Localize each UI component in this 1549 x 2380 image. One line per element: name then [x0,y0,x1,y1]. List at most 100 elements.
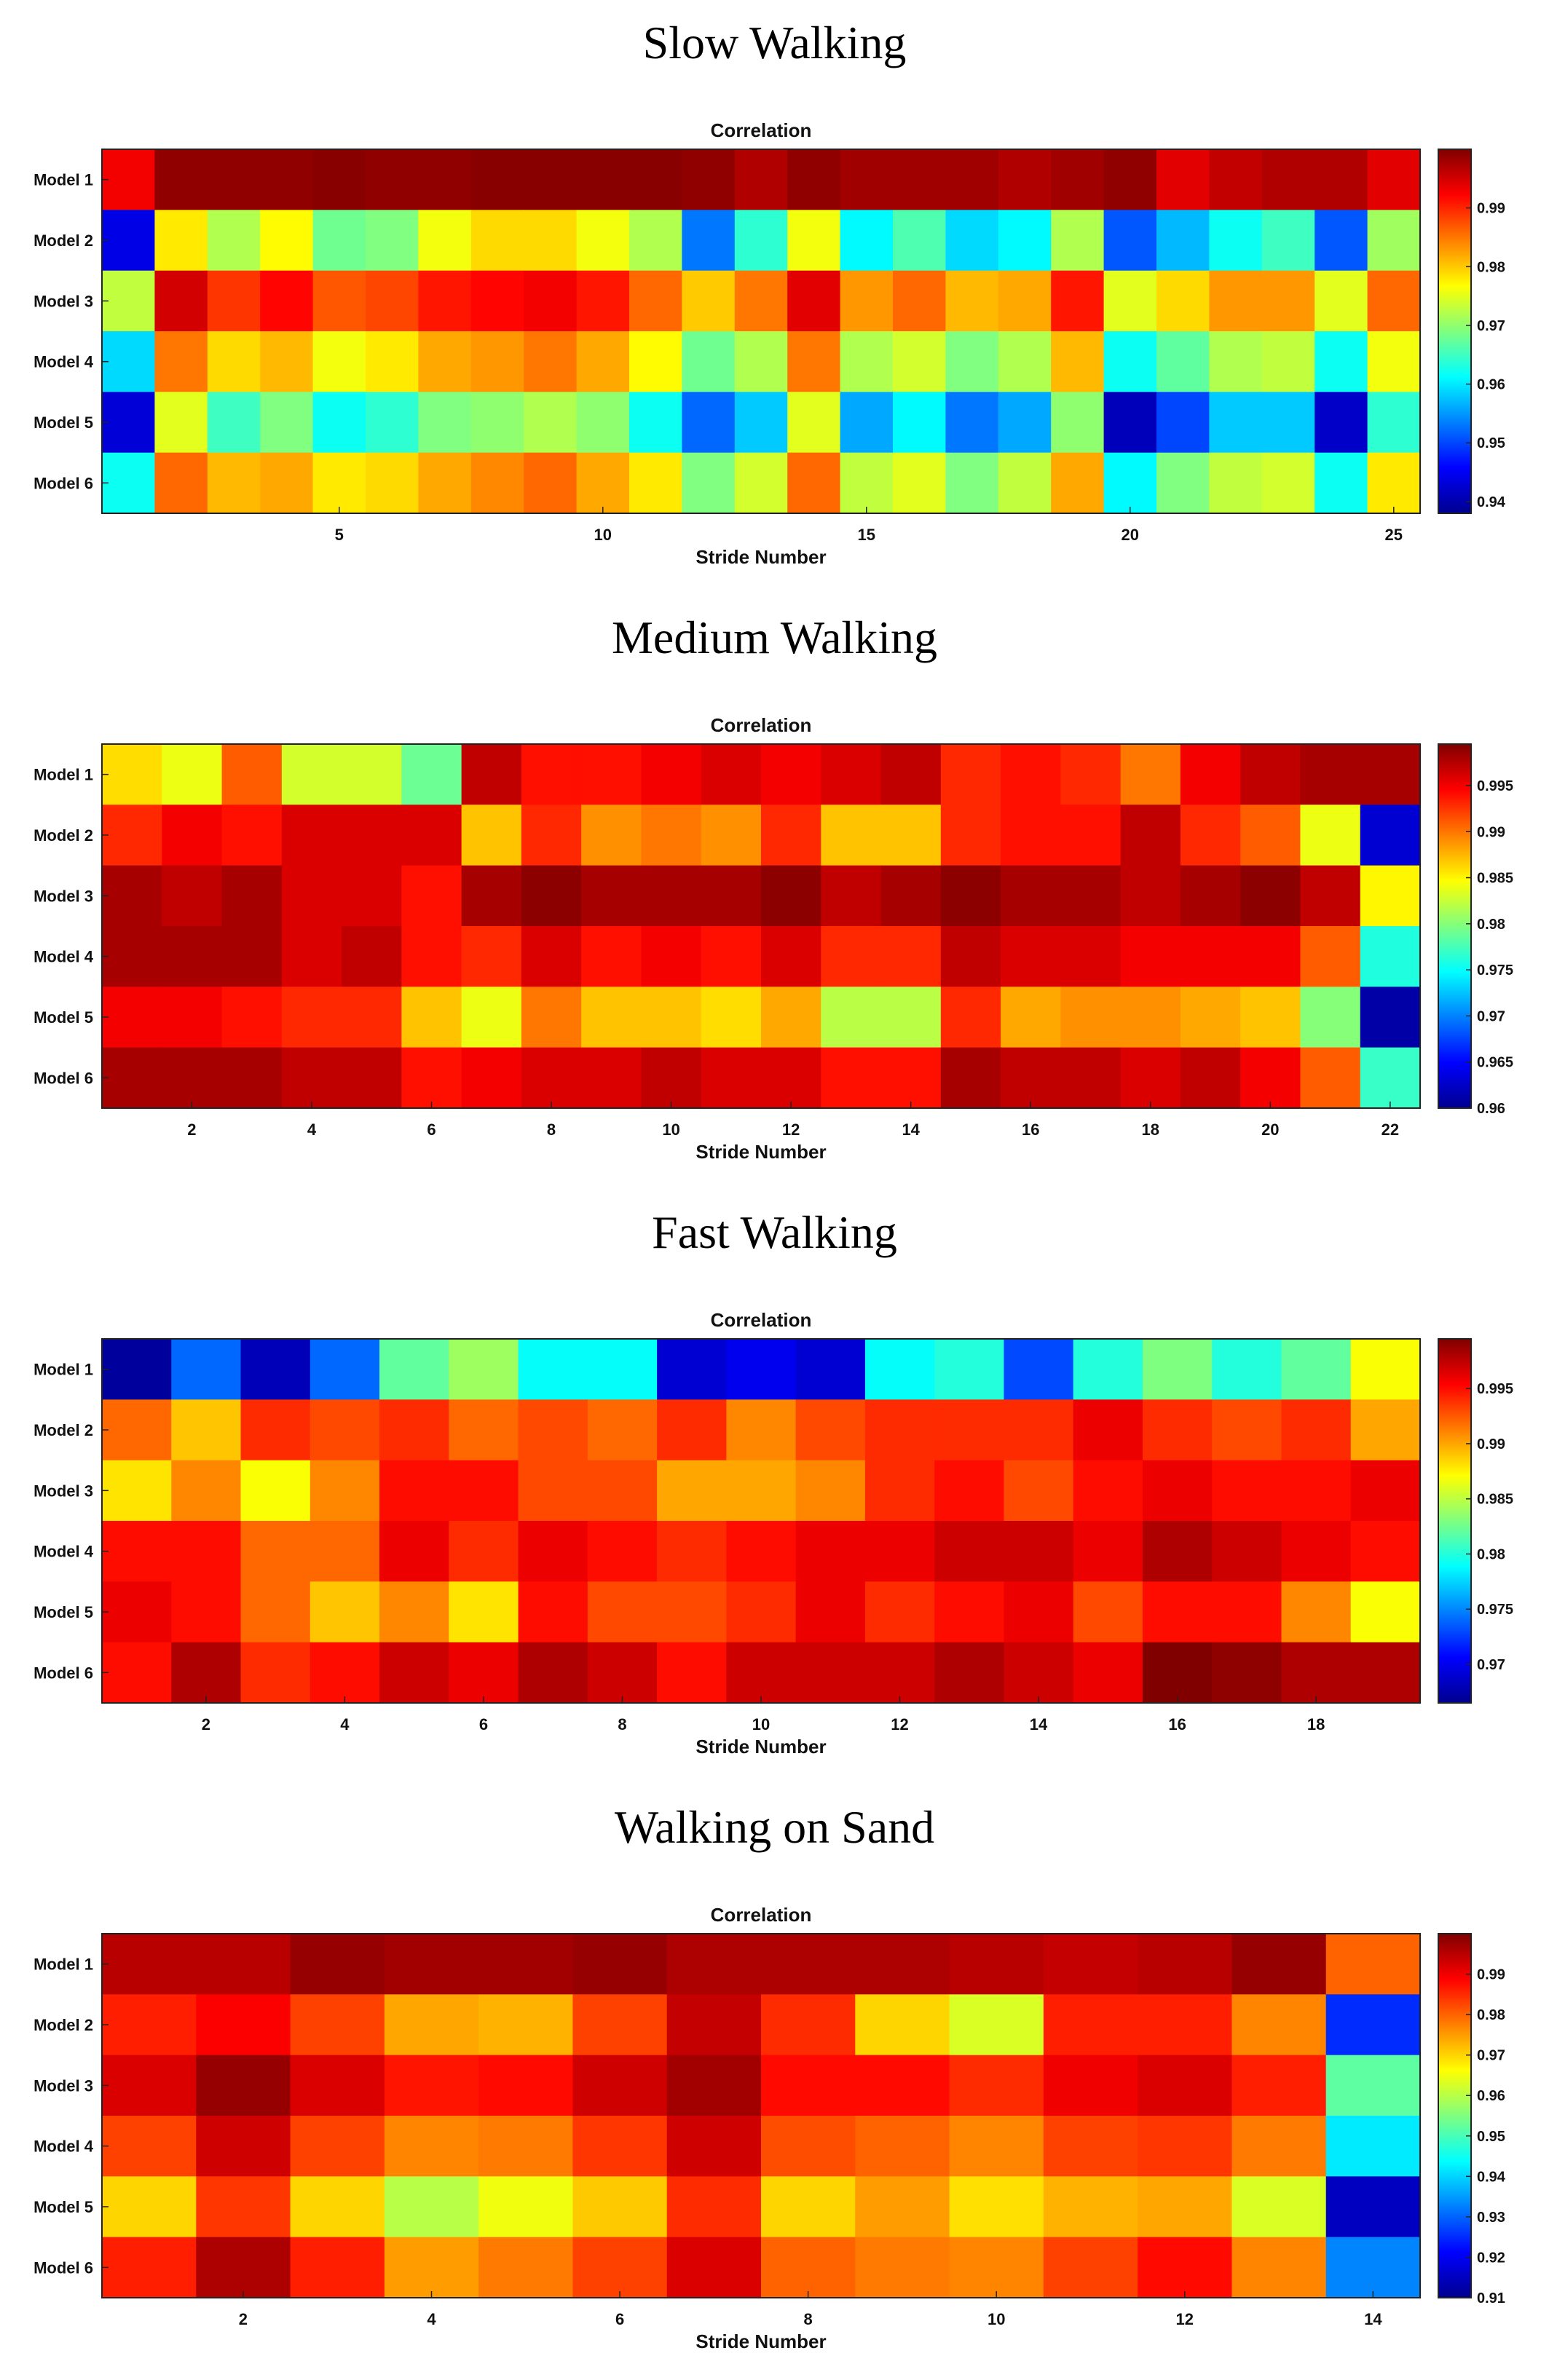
heatmap-cell [641,1047,702,1109]
heatmap-cell [154,270,208,332]
heatmap-cell [734,392,788,454]
colorbar-tick-label: 0.99 [1477,1967,1505,1983]
heatmap-cell [290,2116,385,2177]
heatmap-cell [366,149,419,210]
heatmap-cell [795,1521,866,1582]
heatmap-cell [795,1642,866,1704]
heatmap-cell [1001,744,1061,805]
heatmap-cell [342,865,402,927]
heatmap-cell [734,270,788,332]
heatmap-cell [1142,1642,1213,1704]
heatmap-cell [821,744,882,805]
heatmap-cell [840,392,894,454]
heatmap-cell [1180,926,1241,987]
plot-title: Correlation [711,1904,812,1926]
heatmap-cell [1231,2116,1327,2177]
heatmap-cell [641,987,702,1048]
heatmap-cell [154,331,208,392]
heatmap-cell [281,804,342,866]
heatmap-cell [572,2055,668,2116]
heatmap-cell [1367,210,1421,272]
heatmap-cell [281,865,342,927]
heatmap-cell [312,331,366,392]
colorbar-tick-label: 0.985 [1477,1492,1513,1508]
heatmap-cell [449,1581,519,1643]
heatmap-cell [1004,1642,1074,1704]
heatmap-cell [840,149,894,210]
heatmap-cell [1315,210,1368,272]
heatmap-cell [1142,1581,1213,1643]
heatmap-cell [1001,1047,1061,1109]
heatmap-cell [1051,149,1105,210]
colorbar-tick-label: 0.95 [1477,435,1505,451]
heatmap-cell [102,270,155,332]
colorbar-tick-label: 0.975 [1477,1602,1513,1618]
heatmap-cell [171,1339,242,1400]
heatmap-cell [207,270,261,332]
heatmap-cell [281,987,342,1048]
heatmap-cell [864,1399,935,1461]
heatmap-cell [154,149,208,210]
heatmap-cell [290,1994,385,2056]
heatmap-cell [1212,1399,1282,1461]
heatmap-cell [821,804,882,866]
heatmap-cell [384,2176,479,2238]
heatmap-cells [102,1934,1421,2298]
heatmap-cell [682,149,736,210]
heatmap-cell [761,2237,856,2298]
heatmap-cell [290,2055,385,2116]
x-tick-label: 14 [1364,2310,1382,2328]
heatmap-cell [1325,2237,1421,2298]
heatmap-cell [379,1460,449,1522]
heatmap-cell [221,744,283,805]
slow-walking-panel: Slow Walking Correlation Model 1 Model 2 Mo… [0,0,1549,595]
heatmap-cell [102,1339,172,1400]
heatmap-cell [1212,1521,1282,1582]
heatmap-cell [1240,926,1301,987]
heatmap-cell [524,392,578,454]
heatmap-cell [880,1047,942,1109]
heatmap-cell [524,270,578,332]
heatmap-cell [461,1047,522,1109]
heatmap-cell [701,987,762,1048]
y-tick-label: Model 4 [33,353,94,371]
colorbar [1438,743,1472,1109]
heatmap-cell [478,1994,574,2056]
heatmap-cell [761,987,821,1048]
heatmap-cell [734,210,788,272]
heatmap-cell [701,926,762,987]
heatmap-cell [154,392,208,454]
x-tick-label: 10 [594,526,612,544]
medium-walking-heatmap: Correlation Model 1 Model 2 Model 3 Model 4 M… [33,714,1513,1163]
heatmap-cell [576,452,630,514]
heatmap-cell [657,1460,727,1522]
y-tick-label: Model 3 [33,2076,93,2095]
heatmap-cell [864,1339,935,1400]
heatmap-cell [449,1339,519,1400]
heatmap-cell [1315,392,1368,454]
x-tick-label: 8 [804,2310,813,2328]
colorbar-tick-label: 0.94 [1477,2169,1506,2185]
y-tick-label: Model 3 [33,1482,93,1500]
heatmap-cell [864,1642,935,1704]
heatmap-cell [1060,744,1122,805]
heatmap-cell [682,331,736,392]
heatmap-cell [949,1934,1044,1995]
colorbar-tick-label: 0.995 [1477,1381,1513,1397]
heatmap-cell [470,149,524,210]
heatmap-cell [840,452,894,514]
heatmap-cell [1360,926,1421,987]
heatmap-cell [1300,865,1361,927]
heatmap-cell [821,987,882,1048]
heatmap-cell [342,987,402,1048]
heatmap-cell [449,1521,519,1582]
heatmap-cell [379,1642,449,1704]
heatmap-cell [366,392,419,454]
heatmap-cell [310,1581,380,1643]
heatmap-cell [795,1399,866,1461]
heatmap-cell [379,1399,449,1461]
heatmap-cell [461,926,522,987]
heatmap-cell [1120,804,1181,866]
heatmap-cell [102,1934,197,1995]
heatmap-cell [821,1047,882,1109]
